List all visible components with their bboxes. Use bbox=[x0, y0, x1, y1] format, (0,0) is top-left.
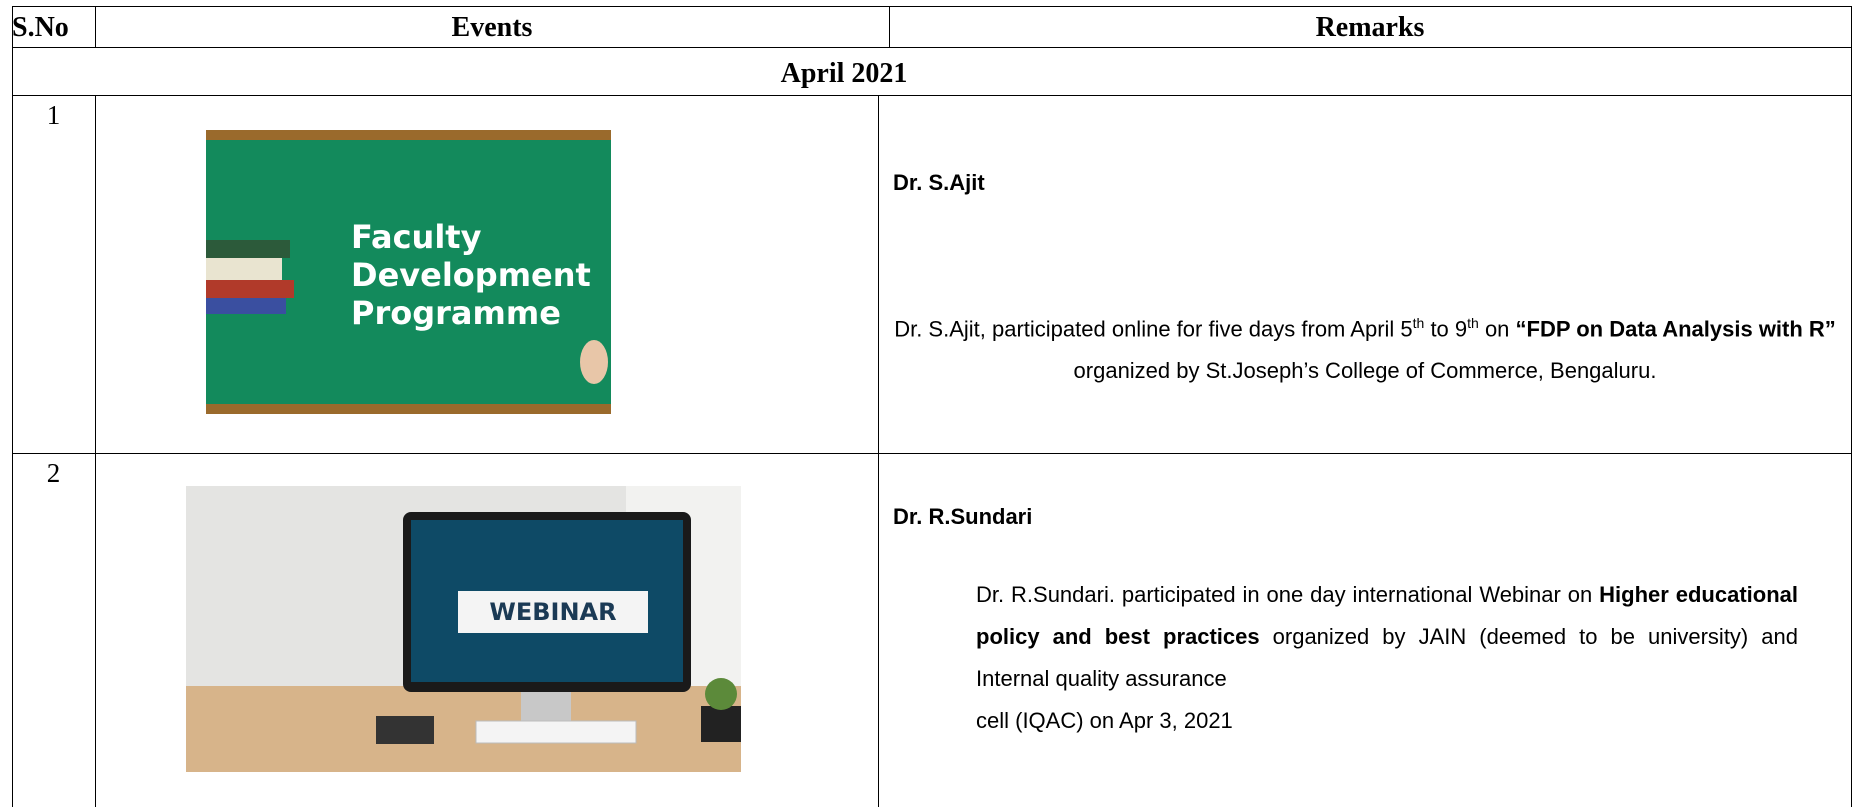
border bbox=[12, 47, 1852, 48]
border bbox=[889, 6, 890, 47]
border bbox=[1851, 6, 1852, 807]
header: Remarks bbox=[1315, 12, 1425, 43]
row-number: 2 bbox=[46, 458, 61, 488]
remarks: Dr. S.Ajit, participated online for five… bbox=[879, 302, 1851, 392]
border bbox=[12, 6, 13, 807]
text: Dr. R.Sundari. participated in one day i… bbox=[976, 582, 1600, 607]
image-text: Faculty bbox=[351, 218, 482, 256]
text: on bbox=[1478, 316, 1516, 342]
remarks: Dr. R.Sundari. participated in one day i… bbox=[976, 574, 1798, 742]
border bbox=[95, 95, 96, 807]
border bbox=[878, 95, 879, 807]
fdp-image: Faculty Development Programme bbox=[206, 130, 611, 414]
text: Higher educational policy and best pract… bbox=[976, 582, 1798, 649]
text: cell (IQAC) on Apr 3, 2021 bbox=[976, 708, 1233, 733]
text: “FDP on Data Analysis with R” bbox=[1515, 316, 1836, 342]
border bbox=[95, 6, 96, 47]
border bbox=[12, 453, 1852, 454]
image-text: WEBINAR bbox=[489, 598, 616, 626]
person-name: Dr. R.Sundari bbox=[893, 504, 1033, 529]
header: Events bbox=[451, 12, 533, 43]
image-text: Programme bbox=[351, 294, 561, 332]
border bbox=[12, 6, 1852, 7]
text: organized by St.Joseph’s College of Comm… bbox=[1073, 358, 1657, 384]
header: S.No bbox=[12, 12, 69, 43]
image-text: Development bbox=[351, 256, 591, 294]
text: th bbox=[1412, 315, 1425, 331]
webinar-image: WEBINAR bbox=[186, 486, 741, 772]
person-name: Dr. S.Ajit bbox=[893, 170, 985, 195]
text: to 9 bbox=[1424, 316, 1468, 342]
text: organized by JAIN (deemed to be universi… bbox=[976, 624, 1798, 691]
row-number: 1 bbox=[46, 100, 61, 130]
text: th bbox=[1467, 315, 1479, 331]
border bbox=[12, 95, 1852, 96]
section-title: April 2021 bbox=[780, 58, 908, 89]
text: Dr. S.Ajit, participated online for five… bbox=[894, 316, 1413, 342]
